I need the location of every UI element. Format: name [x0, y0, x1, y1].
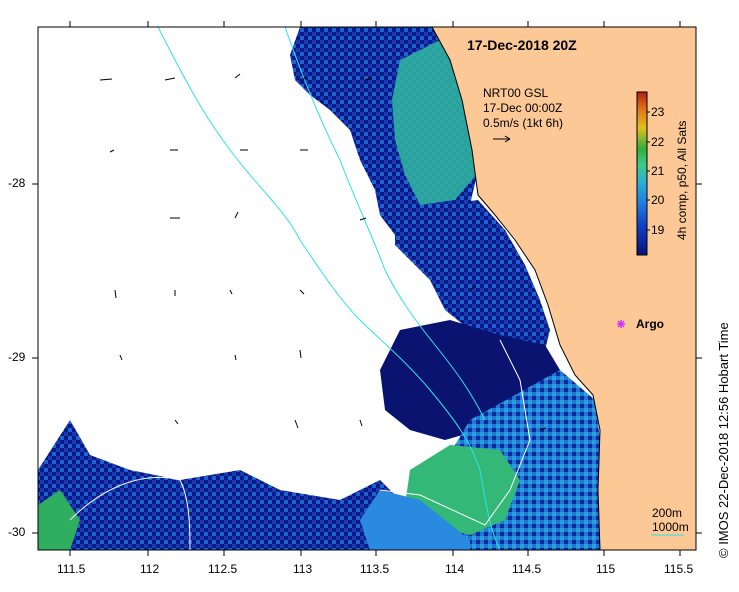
scale-label-200m: 200m — [652, 506, 683, 520]
sst-mid-band — [395, 200, 550, 350]
contour-white-track — [379, 339, 531, 526]
contour-1000m — [157, 27, 501, 550]
land-mass — [431, 27, 696, 550]
x-tick-113-5: 113.5 — [360, 562, 390, 576]
contour-200m — [284, 27, 486, 421]
sst-south-lightblue — [360, 490, 470, 550]
colorbar-tick-20: 20 — [651, 193, 665, 207]
current-vectors — [99, 73, 547, 431]
map-title: 17-Dec-2018 20Z — [467, 37, 577, 53]
contour-white-sw — [69, 476, 191, 550]
colorbar-tick-23: 23 — [651, 105, 665, 119]
velocity-key-source: NRT00 GSL — [483, 86, 549, 100]
velocity-key-time: 17-Dec 00:00Z — [483, 101, 563, 115]
argo-label: Argo — [636, 317, 664, 331]
velocity-key-scale: 0.5m/s (1kt 6h) — [483, 116, 564, 130]
scale-label-1000m: 1000m — [652, 520, 689, 534]
colorbar-tick-19: 19 — [651, 223, 665, 237]
imos-credit: © IMOS 22-Dec-2018 12:56 Hobart Time — [716, 322, 731, 558]
sst-southwest-light — [38, 490, 80, 550]
colorbar — [636, 91, 648, 256]
sst-north-coastal — [392, 40, 476, 205]
y-tick-minus29: -29 — [8, 350, 26, 364]
x-tick-114-5: 114.5 — [512, 562, 542, 576]
velocity-key-arrowhead — [504, 135, 511, 143]
sst-southwest — [38, 420, 440, 550]
colorbar-label: 4h comp, p50, All Sats — [675, 120, 689, 240]
x-tick-115: 115 — [596, 562, 616, 576]
y-tick-minus28: -28 — [8, 176, 26, 190]
x-tick-112: 112 — [140, 562, 160, 576]
x-tick-113: 113 — [293, 562, 313, 576]
axis-ticks — [32, 21, 702, 556]
velocity-key: NRT00 GSL 17-Dec 00:00Z 0.5m/s (1kt 6h) — [483, 86, 563, 131]
colorbar-tick-21: 21 — [651, 164, 665, 178]
colorbar-ticks — [647, 111, 650, 231]
x-tick-112-5: 112.5 — [208, 562, 238, 576]
argo-marker — [617, 320, 625, 328]
colorbar-tick-22: 22 — [651, 135, 665, 149]
x-tick-115-5: 115.5 — [664, 562, 694, 576]
y-tick-minus30: -30 — [8, 525, 26, 539]
x-tick-114: 114 — [445, 562, 465, 576]
plot-frame — [37, 26, 697, 551]
x-tick-111-5: 111.5 — [57, 562, 86, 576]
